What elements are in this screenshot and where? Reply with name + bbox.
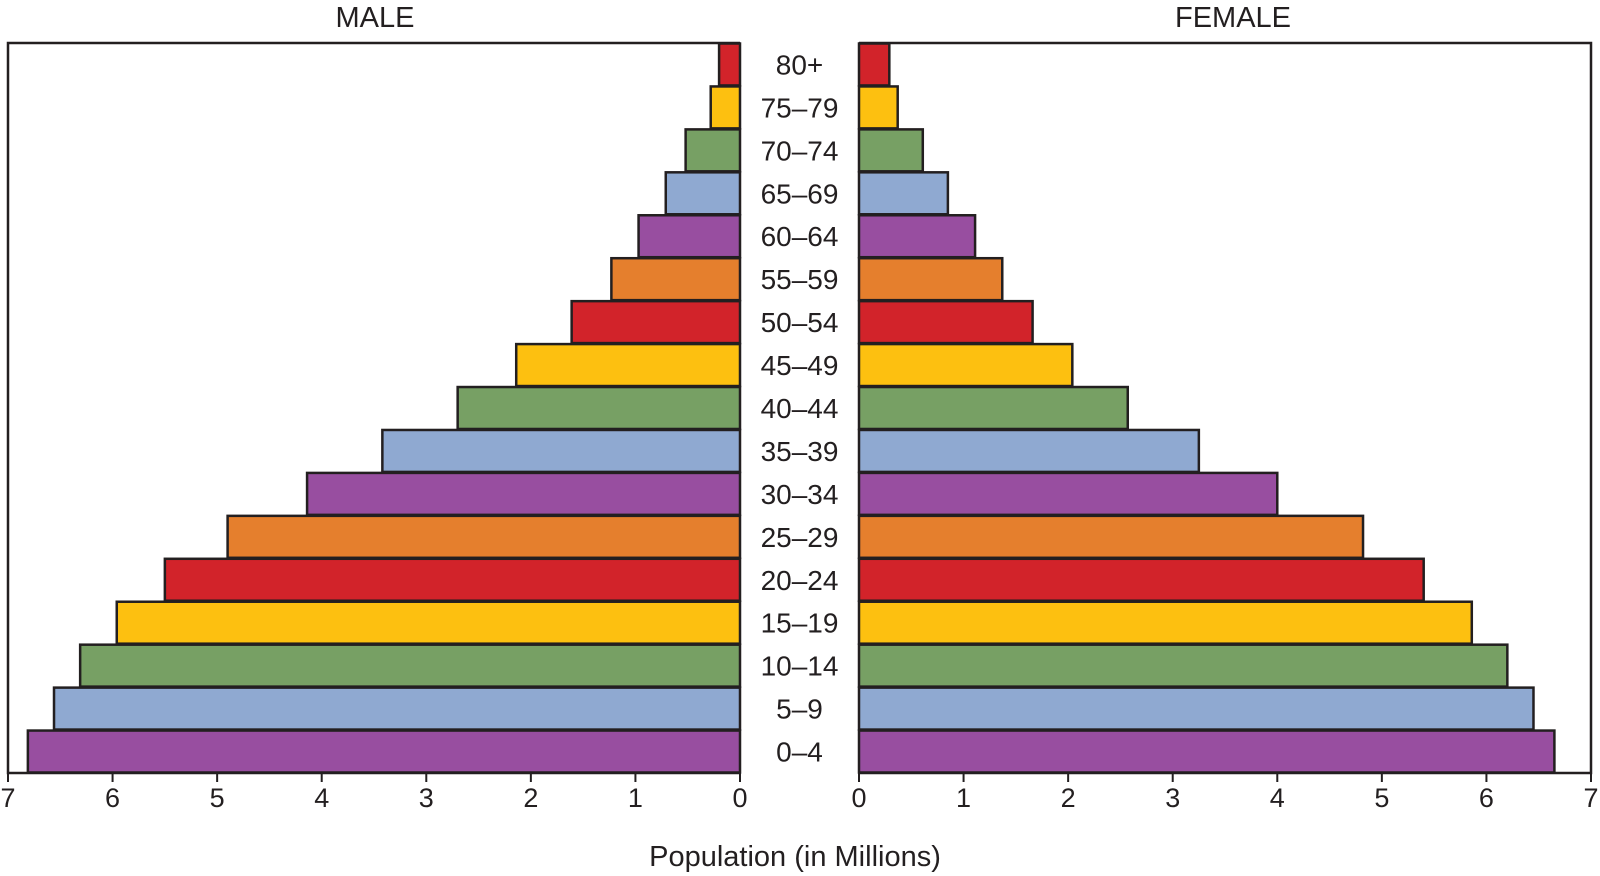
- age-label-60–64: 60–64: [761, 221, 839, 252]
- age-label-80+: 80+: [776, 49, 824, 80]
- male-bar-15–19: [115, 600, 742, 645]
- male-ticks-tick-label-0: 0: [732, 783, 747, 813]
- female-ticks-tick-label-4: 4: [1270, 783, 1285, 813]
- male-ticks-tick-label-6: 6: [105, 783, 120, 813]
- male-bar-5–9: [52, 686, 742, 731]
- female-bar-0–4: [857, 729, 1556, 774]
- male-bar-0–4: [26, 729, 742, 774]
- age-label-65–69: 65–69: [761, 178, 839, 209]
- male-ticks-tick-label-3: 3: [419, 783, 434, 813]
- male-bar-35–39: [381, 428, 742, 474]
- female-ticks-tick-label-0: 0: [851, 783, 866, 813]
- male-ticks-tick-label-7: 7: [0, 783, 15, 813]
- age-label-55–59: 55–59: [761, 264, 839, 295]
- male-bar-80+: [717, 42, 742, 87]
- female-bar-15–19: [857, 600, 1474, 645]
- female-bar-65–69: [857, 171, 950, 216]
- age-label-70–74: 70–74: [761, 135, 839, 166]
- male-axis-ticks: 0 1 2 3 4 5 6 7: [0, 773, 748, 813]
- age-label-50–54: 50–54: [761, 307, 839, 338]
- female-bar-35–39: [857, 428, 1201, 474]
- female-bar-80+: [857, 42, 891, 87]
- female-bar-5–9: [857, 686, 1535, 731]
- female-bar-30–34: [857, 471, 1279, 517]
- age-label-15–19: 15–19: [761, 608, 839, 639]
- age-label-75–79: 75–79: [761, 92, 839, 123]
- female-bar-25–29: [857, 514, 1365, 560]
- female-bar-50–54: [857, 299, 1034, 345]
- female-bar-20–24: [857, 557, 1425, 602]
- male-bar-30–34: [305, 471, 742, 517]
- male-bar-10–14: [78, 643, 742, 688]
- male-bar-20–24: [163, 557, 742, 602]
- female-ticks-tick-label-5: 5: [1374, 783, 1389, 813]
- age-label-35–39: 35–39: [761, 436, 839, 467]
- age-label-30–34: 30–34: [761, 479, 839, 510]
- female-panel: FEMALE 0 1 2 3 4 5 6 7: [851, 2, 1598, 813]
- female-bar-10–14: [857, 643, 1509, 688]
- male-bar-25–29: [226, 514, 742, 560]
- female-bar-55–59: [857, 256, 1004, 302]
- age-label-40–44: 40–44: [761, 393, 839, 424]
- female-bar-45–49: [857, 342, 1074, 388]
- male-panel-title: MALE: [336, 2, 415, 34]
- male-bar-50–54: [570, 299, 742, 345]
- female-ticks-tick-label-7: 7: [1583, 783, 1598, 813]
- female-bar-70–74: [857, 128, 925, 173]
- male-ticks-tick-label-5: 5: [210, 783, 225, 813]
- male-bar-55–59: [610, 256, 742, 302]
- male-panel: MALE 0 1 2 3 4 5 6 7: [0, 2, 747, 813]
- male-ticks-tick-label-4: 4: [314, 783, 329, 813]
- male-bar-60–64: [637, 214, 742, 259]
- age-label-20–24: 20–24: [761, 565, 839, 596]
- male-bar-40–44: [456, 385, 742, 431]
- female-bar-75–79: [857, 85, 899, 130]
- age-label-0–4: 0–4: [776, 737, 823, 768]
- age-label-10–14: 10–14: [761, 651, 839, 682]
- male-ticks-tick-label-1: 1: [628, 783, 643, 813]
- age-label-5–9: 5–9: [776, 694, 823, 725]
- male-bars: [26, 42, 742, 774]
- x-axis-title: Population (in Millions): [649, 841, 941, 873]
- age-label-45–49: 45–49: [761, 350, 839, 381]
- age-group-labels: 80+ 75–79 70–74 65–69 60–64 55–59 50–54 45–49 40…: [761, 49, 839, 767]
- male-bar-45–49: [514, 342, 742, 388]
- male-bar-75–79: [709, 85, 742, 130]
- female-axis-ticks: 0 1 2 3 4 5 6 7: [851, 773, 1599, 813]
- female-ticks-tick-label-6: 6: [1479, 783, 1494, 813]
- female-bar-40–44: [857, 385, 1129, 431]
- female-ticks-tick-label-1: 1: [956, 783, 971, 813]
- female-ticks-tick-label-3: 3: [1165, 783, 1180, 813]
- male-bar-70–74: [684, 128, 742, 173]
- male-ticks-tick-label-2: 2: [523, 783, 538, 813]
- female-bars: [857, 42, 1556, 774]
- female-ticks-tick-label-2: 2: [1061, 783, 1076, 813]
- female-panel-title: FEMALE: [1175, 2, 1291, 34]
- age-label-25–29: 25–29: [761, 522, 839, 553]
- female-bar-60–64: [857, 214, 977, 259]
- male-bar-65–69: [664, 171, 742, 216]
